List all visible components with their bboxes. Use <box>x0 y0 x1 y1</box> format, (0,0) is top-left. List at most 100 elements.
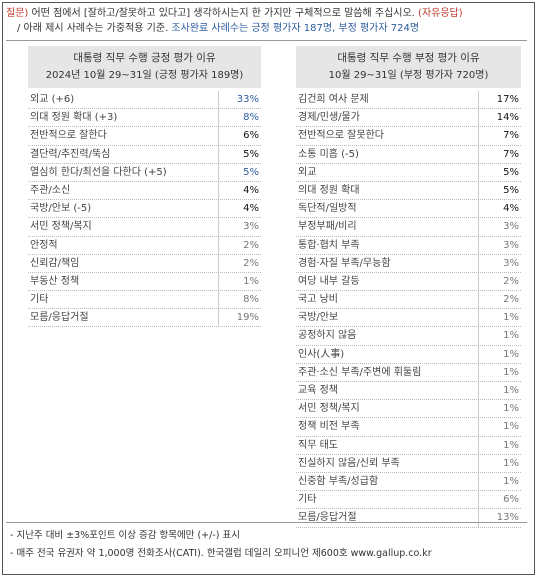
positive-reason-value: 5% <box>243 148 259 160</box>
column-separator <box>478 472 479 491</box>
positive-reason-row: 의대 정원 확대 (+3) 8% <box>28 109 261 128</box>
positive-reason-row: 안정적 2% <box>28 236 261 255</box>
negative-reason-row: 기타 6% <box>296 491 521 510</box>
negative-reason-label: 전반적으로 잘못한다 <box>298 130 384 142</box>
footer-divider <box>6 522 527 523</box>
negative-reason-label: 국방/안보 <box>298 312 339 324</box>
negative-reason-row: 직무 태도 1% <box>296 436 521 455</box>
question-text: 어떤 점에서 [잘하고/잘못하고 있다고] 생각하시는지 한 가지만 구체적으로… <box>28 8 415 19</box>
column-separator <box>218 181 219 200</box>
negative-reason-label: 경제/민생/물가 <box>298 112 360 124</box>
column-separator <box>478 109 479 127</box>
footer-notes: - 지난주 대비 ±3%포인트 이상 증감 항목에만 (+/-) 표시 - 매주… <box>10 527 525 563</box>
question-line: 질문) 어떤 점에서 [잘하고/잘못하고 있다고] 생각하시는지 한 가지만 구… <box>6 6 526 21</box>
column-separator <box>218 291 219 309</box>
column-separator <box>478 345 479 363</box>
column-separator <box>478 382 479 400</box>
positive-reason-value: 4% <box>243 203 259 215</box>
negative-reason-value: 1% <box>503 439 519 451</box>
negative-reasons-list: 김건희 여사 문제 17% 경제/민생/물가 14% 전반적으로 잘못한다 7% 소통 미흡… <box>296 91 521 528</box>
negative-reason-row: 여당 내부 갈등 2% <box>296 272 521 292</box>
column-separator <box>218 272 219 291</box>
negative-reason-row: 주관·소신 부족/주변에 휘둘림 1% <box>296 363 521 382</box>
negative-reason-label: 소통 미흡 (-5) <box>298 148 359 160</box>
negative-reason-row: 신중함 부족/성급함 1% <box>296 472 521 492</box>
column-separator <box>218 91 219 109</box>
negative-reason-value: 5% <box>503 166 519 178</box>
positive-reason-row: 결단력/추진력/뚝심 5% <box>28 145 261 164</box>
column-separator <box>478 418 479 436</box>
negative-reason-row: 전반적으로 잘못한다 7% <box>296 127 521 146</box>
negative-reason-row: 통합·협치 부족 3% <box>296 236 521 255</box>
positive-reason-value: 8% <box>243 112 259 124</box>
negative-reason-label: 주관·소신 부족/주변에 휘둘림 <box>298 366 422 378</box>
column-separator <box>478 145 479 163</box>
negative-reason-value: 1% <box>503 421 519 433</box>
column-separator <box>478 272 479 291</box>
negative-reason-value: 7% <box>503 148 519 160</box>
sample-note-highlight: 조사완료 사례수는 긍정 평가자 187명, 부정 평가자 724명 <box>171 23 420 34</box>
positive-reason-label: 국방/안보 (-5) <box>30 203 92 215</box>
positive-reason-label: 신뢰감/책임 <box>30 257 80 269</box>
negative-reason-row: 교육 정책 1% <box>296 382 521 401</box>
positive-reason-value: 1% <box>243 275 259 287</box>
column-separator <box>478 291 479 309</box>
negative-reason-value: 1% <box>503 403 519 415</box>
negative-reason-value: 4% <box>503 203 519 215</box>
positive-panel-title: 대통령 직무 수행 긍정 평가 이유 2024년 10월 29~31일 (긍정 … <box>28 46 261 88</box>
header-divider <box>6 40 527 41</box>
negative-reason-value: 3% <box>503 239 519 251</box>
negative-reason-row: 국고 낭비 2% <box>296 291 521 310</box>
positive-reason-label: 주관/소신 <box>30 184 71 196</box>
positive-reason-row: 부동산 정책 1% <box>28 272 261 292</box>
positive-reason-label: 부동산 정책 <box>30 275 80 287</box>
negative-reason-row: 진실하지 않음/신뢰 부족 1% <box>296 454 521 473</box>
positive-reason-value: 6% <box>243 130 259 142</box>
negative-reason-label: 부정부패/비리 <box>298 221 357 233</box>
negative-reason-value: 1% <box>503 312 519 324</box>
column-separator <box>218 109 219 127</box>
negative-reason-row: 의대 정원 확대 5% <box>296 181 521 201</box>
negative-reason-row: 서민 정책/복지 1% <box>296 400 521 419</box>
negative-reason-row: 부정부패/비리 3% <box>296 218 521 237</box>
negative-reason-value: 5% <box>503 184 519 196</box>
negative-reason-row: 외교 5% <box>296 163 521 182</box>
positive-reason-label: 전반적으로 잘한다 <box>30 130 107 142</box>
positive-reason-value: 5% <box>243 166 259 178</box>
negative-reason-row: 경험·자질 부족/무능함 3% <box>296 254 521 273</box>
negative-reason-value: 3% <box>503 257 519 269</box>
column-separator <box>478 363 479 381</box>
question-header: 질문) 어떤 점에서 [잘하고/잘못하고 있다고] 생각하시는지 한 가지만 구… <box>6 6 526 36</box>
positive-reason-value: 33% <box>236 94 259 105</box>
positive-reason-label: 열심히 한다/최선을 다한다 (+5) <box>30 166 167 178</box>
negative-reason-value: 17% <box>496 94 519 105</box>
negative-reason-label: 서민 정책/복지 <box>298 403 360 415</box>
column-separator <box>218 254 219 272</box>
column-separator <box>218 236 219 254</box>
positive-reason-label: 모름/응답거절 <box>30 312 89 324</box>
negative-reason-row: 정책 비전 부족 1% <box>296 418 521 437</box>
positive-reason-row: 주관/소신 4% <box>28 181 261 201</box>
positive-subtitle: 2024년 10월 29~31일 (긍정 평가자 189명) <box>45 70 244 81</box>
column-separator <box>218 163 219 181</box>
column-separator <box>478 309 479 327</box>
column-separator <box>478 200 479 218</box>
negative-reason-row: 국방/안보 1% <box>296 309 521 328</box>
positive-reason-value: 3% <box>243 221 259 233</box>
negative-reasons-panel: 대통령 직무 수행 부정 평가 이유 10월 29~31일 (부정 평가자 72… <box>296 46 521 528</box>
positive-reason-value: 4% <box>243 184 259 196</box>
positive-reason-label: 외교 (+6) <box>30 94 75 105</box>
negative-subtitle: 10월 29~31일 (부정 평가자 720명) <box>328 70 489 81</box>
negative-reason-label: 김건희 여사 문제 <box>298 94 369 105</box>
column-separator <box>478 218 479 236</box>
positive-reason-value: 8% <box>243 294 259 306</box>
column-separator <box>478 509 479 527</box>
negative-reason-label: 직무 태도 <box>298 439 338 451</box>
negative-reason-label: 신중함 부족/성급함 <box>298 475 379 487</box>
positive-reason-label: 서민 정책/복지 <box>30 221 92 233</box>
negative-reason-label: 외교 <box>298 166 317 178</box>
negative-reason-label: 여당 내부 갈등 <box>298 275 360 287</box>
sample-note-line: / 아래 제시 사례수는 가중적용 기준. 조사완료 사례수는 긍정 평가자 1… <box>6 21 526 36</box>
column-separator <box>478 327 479 345</box>
positive-reason-row: 서민 정책/복지 3% <box>28 218 261 237</box>
